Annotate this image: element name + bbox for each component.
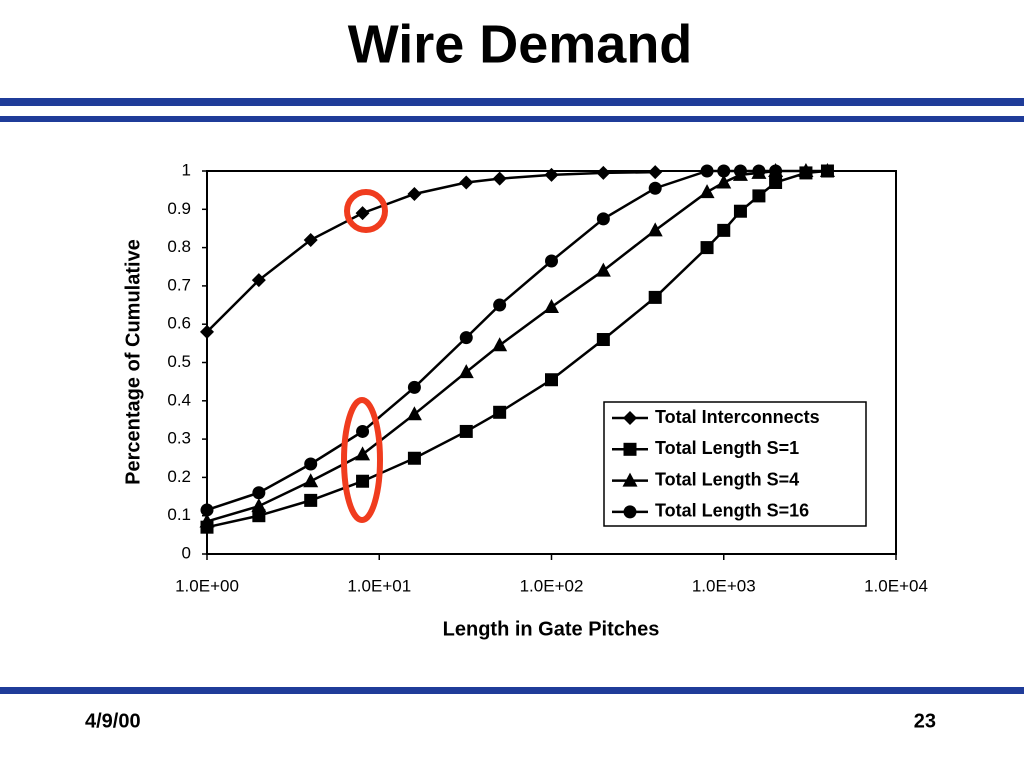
legend-label: Total Length S=1 [655,438,799,458]
x-tick-label: 1.0E+01 [347,576,411,595]
marker [648,165,663,180]
marker [769,175,783,189]
marker [798,163,814,177]
y-tick-label: 0.3 [167,429,191,448]
marker [769,164,783,178]
marker [407,451,421,465]
marker [493,405,507,419]
marker [459,331,473,345]
marker [199,513,215,528]
marker [493,298,507,312]
legend-entries: Total Interconnects Total Length S=1 Total… [612,407,820,521]
marker [733,204,747,218]
marker [717,164,731,178]
marker [407,186,422,201]
y-tick-label: 0.9 [167,199,191,218]
legend-label: Total Length S=4 [655,469,799,489]
marker [251,498,267,513]
x-tick-label: 1.0E+04 [864,576,928,595]
marker [595,262,611,277]
x-tick-label: 1.0E+02 [520,576,584,595]
x-axis-label: Length in Gate Pitches [443,618,660,640]
marker [304,457,318,471]
y-tick-label: 0.5 [167,352,191,371]
marker [699,184,715,199]
y-tick-label: 0.1 [167,505,191,524]
marker [459,424,473,438]
marker [492,171,507,186]
marker [303,473,319,488]
marker [716,174,732,189]
y-tick-label: 0.2 [167,467,191,486]
legend-label: Total Length S=16 [655,501,809,521]
y-tick-label: 0.8 [167,237,191,256]
marker [459,175,474,190]
marker [733,164,747,178]
marker [252,509,266,523]
marker [200,503,214,517]
marker [648,181,662,195]
page-number: 23 [914,710,936,732]
y-tick-label: 0.6 [167,314,191,333]
marker [303,232,318,247]
marker [356,424,370,438]
marker [622,472,638,487]
y-tick-label: 0.4 [167,390,191,409]
marker [355,446,371,461]
highlight-oval [341,397,383,523]
marker [251,273,266,288]
marker [623,411,637,425]
marker [407,380,421,394]
legend-label: Total Interconnects [655,407,820,427]
marker [700,164,714,178]
x-tick-label: 1.0E+03 [692,576,756,595]
marker [596,333,610,347]
marker [252,486,266,500]
x-tick-label: 1.0E+00 [175,576,239,595]
marker [623,442,637,456]
rule [0,98,1024,106]
series-line [206,170,656,333]
marker [545,254,558,268]
marker [200,324,214,339]
marker [700,241,714,255]
marker [596,212,610,226]
plot: 0 0.1 0.2 0.3 0.4 0.5 0.6 0.7 0.8 0.9 1 1.0E+00 1.0E… [167,160,928,595]
marker [545,373,558,387]
slide-title: Wire Demand [348,14,693,74]
y-tick-label: 1 [182,160,191,179]
marker [752,164,766,178]
rule [0,687,1024,694]
marker [544,298,559,313]
marker [356,474,370,488]
legend [603,401,867,527]
y-tick-label: 0 [182,543,191,562]
rule [0,116,1024,122]
y-axis-label: Percentage of Cumulative [122,239,144,485]
marker [647,222,663,237]
marker [752,189,766,203]
marker [717,223,731,237]
marker [492,337,508,352]
marker [304,493,318,507]
marker [544,167,559,182]
marker [819,163,835,177]
footer-date: 4/9/00 [85,710,141,732]
marker [648,290,662,304]
highlight-circle [344,189,388,233]
marker [406,406,422,421]
marker [596,165,611,180]
marker [623,505,637,519]
y-tick-label: 0.7 [167,275,191,294]
marker [458,364,474,379]
marker [355,206,370,221]
